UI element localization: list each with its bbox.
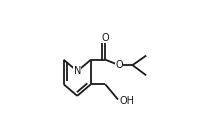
Text: N: N <box>74 66 81 76</box>
Text: O: O <box>102 33 109 43</box>
Text: O: O <box>115 60 123 70</box>
Text: OH: OH <box>120 96 135 106</box>
